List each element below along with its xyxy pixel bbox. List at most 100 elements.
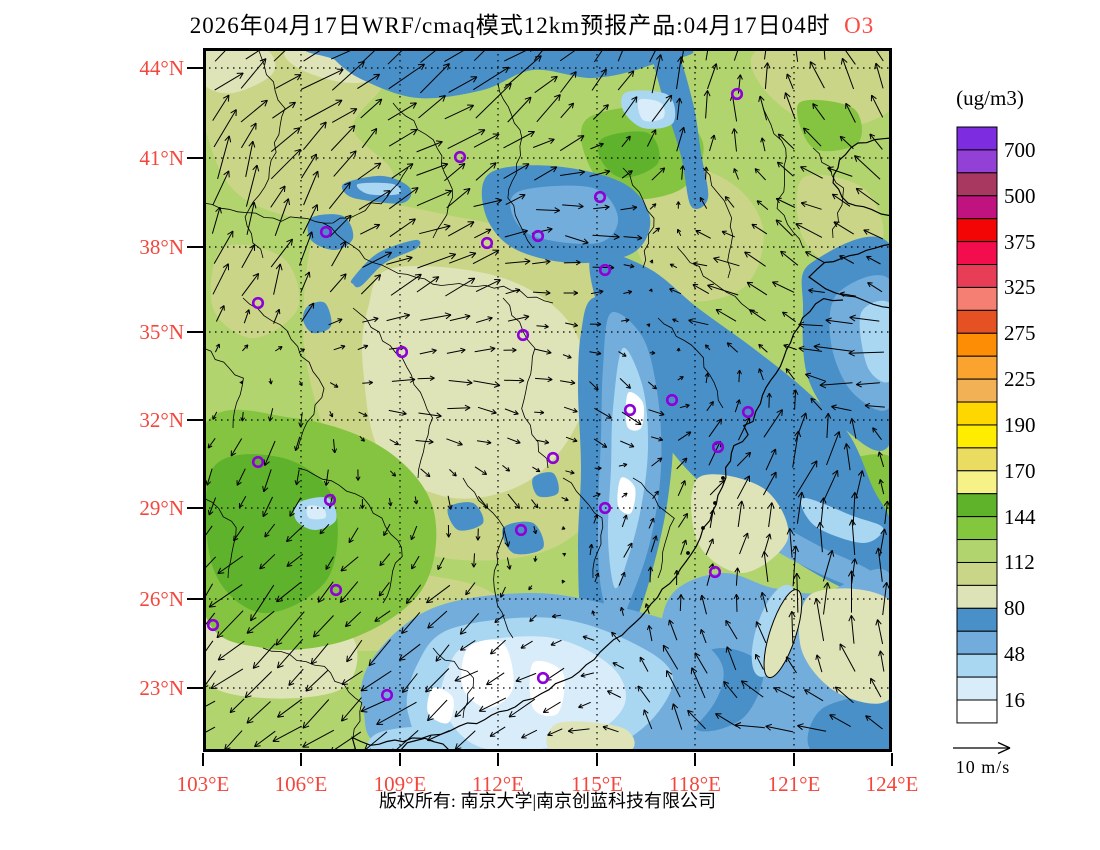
colorbar-swatch xyxy=(956,653,998,678)
province-borders-layer xyxy=(203,48,845,739)
map-panel xyxy=(203,48,892,752)
lat-tick-label: 41°N xyxy=(139,146,184,170)
colorbar-swatch xyxy=(956,401,998,426)
colorbar-tick-label: 225 xyxy=(1004,367,1036,392)
lon-tick-mark xyxy=(596,753,598,766)
city-marker xyxy=(730,87,744,101)
colorbar-tick-label: 48 xyxy=(1004,642,1025,667)
city-marker xyxy=(480,236,494,250)
city-markers-layer xyxy=(206,87,755,702)
lat-tick-label: 44°N xyxy=(139,56,184,80)
colorbar-swatch xyxy=(956,172,998,197)
lat-tick-mark xyxy=(187,246,203,248)
lat-tick-mark xyxy=(187,157,203,159)
city-marker xyxy=(708,565,722,579)
colorbar-swatch xyxy=(956,355,998,380)
colorbar-swatch xyxy=(956,561,998,586)
colorbar-tick-label: 144 xyxy=(1004,504,1036,529)
copyright-text: 版权所有: 南京大学|南京创蓝科技有限公司 xyxy=(378,791,717,811)
colorbar-swatch xyxy=(956,424,998,449)
map-frame xyxy=(203,48,892,752)
city-marker xyxy=(319,225,333,239)
coastline-layer xyxy=(342,137,892,752)
city-marker xyxy=(665,393,679,407)
colorbar-tick-label: 500 xyxy=(1004,183,1036,208)
colorbar-swatch xyxy=(956,630,998,655)
colorbar-tick-label: 80 xyxy=(1004,596,1025,621)
colorbar-swatch xyxy=(956,218,998,243)
lon-tick-mark xyxy=(399,753,401,766)
colorbar-swatch xyxy=(956,470,998,495)
city-marker xyxy=(546,451,560,465)
city-marker xyxy=(516,328,530,342)
colorbar-swatch xyxy=(956,286,998,311)
lon-tick-label: 118°E xyxy=(669,772,721,796)
city-marker xyxy=(514,523,528,537)
city-marker xyxy=(323,493,337,507)
colorbar-tick-label: 275 xyxy=(1004,321,1036,346)
colorbar-swatch xyxy=(956,149,998,174)
city-marker xyxy=(251,455,265,469)
colorbar-swatch xyxy=(956,309,998,334)
colorbar-tick-label: 325 xyxy=(1004,275,1036,300)
lon-tick-label: 106°E xyxy=(274,772,328,796)
lon-tick-mark xyxy=(300,753,302,766)
lat-tick-label: 35°N xyxy=(139,320,184,344)
city-marker xyxy=(711,440,725,454)
colorbar-tick-label: 375 xyxy=(1004,229,1036,254)
lat-tick-label: 32°N xyxy=(139,408,184,432)
city-marker xyxy=(623,403,637,417)
city-marker xyxy=(598,501,612,515)
colorbar-tick-label: 112 xyxy=(1004,550,1035,575)
wind-vector-layer xyxy=(203,48,891,752)
colorbar-swatch xyxy=(956,195,998,220)
city-marker xyxy=(453,150,467,164)
lat-tick-mark xyxy=(187,598,203,600)
lat-tick-mark xyxy=(187,687,203,689)
lat-tick-label: 38°N xyxy=(139,235,184,259)
city-marker xyxy=(598,263,612,277)
page-title: 2026年04月17日WRF/cmaq模式12km预报产品:04月17日04时 … xyxy=(0,6,1064,40)
colorbar-tick-label: 700 xyxy=(1004,137,1036,162)
colorbar-swatch xyxy=(956,378,998,403)
graticule-layer xyxy=(203,48,892,752)
o3-forecast-map xyxy=(203,48,892,752)
colorbar-swatch xyxy=(956,264,998,288)
colorbar-swatch xyxy=(956,332,998,357)
city-marker xyxy=(329,583,343,597)
colorbar-swatch xyxy=(956,584,998,609)
colorbar-swatch xyxy=(956,607,998,632)
colorbar-swatch xyxy=(956,241,998,266)
lon-tick-mark xyxy=(793,753,795,766)
colorbar-unit-label: (ug/m3) xyxy=(956,86,1024,110)
lat-tick-label: 29°N xyxy=(139,496,184,520)
colorbar-tick-label: 16 xyxy=(1004,688,1025,712)
colorbar-tick-label: 170 xyxy=(1004,458,1036,483)
lon-tick-label: 124°E xyxy=(865,772,919,796)
city-marker xyxy=(593,190,607,204)
lon-tick-mark xyxy=(891,753,893,766)
lat-tick-mark xyxy=(187,507,203,509)
colorbar-swatch xyxy=(956,539,998,563)
colorbar-swatch xyxy=(956,493,998,518)
lat-tick-label: 23°N xyxy=(139,676,184,700)
city-marker xyxy=(206,618,220,632)
title-main: 2026年04月17日WRF/cmaq模式12km预报产品:04月17日04时 xyxy=(189,13,831,38)
lat-tick-label: 26°N xyxy=(139,587,184,611)
colorbar xyxy=(956,126,998,724)
title-pollutant-badge: O3 xyxy=(844,13,875,38)
lon-tick-label: 121°E xyxy=(767,772,821,796)
colorbar-swatch xyxy=(956,676,998,701)
lat-tick-mark xyxy=(187,331,203,333)
lon-tick-label: 109°E xyxy=(373,772,427,796)
city-marker xyxy=(741,405,755,419)
lon-tick-label: 112°E xyxy=(472,772,524,796)
colorbar-swatch xyxy=(956,447,998,472)
city-marker xyxy=(536,671,550,685)
colorbar-tick-label: 190 xyxy=(1004,412,1036,437)
city-marker xyxy=(380,688,394,702)
colorbar-swatch xyxy=(956,699,998,724)
lat-tick-mark xyxy=(187,67,203,69)
colorbar-swatch xyxy=(956,516,998,541)
